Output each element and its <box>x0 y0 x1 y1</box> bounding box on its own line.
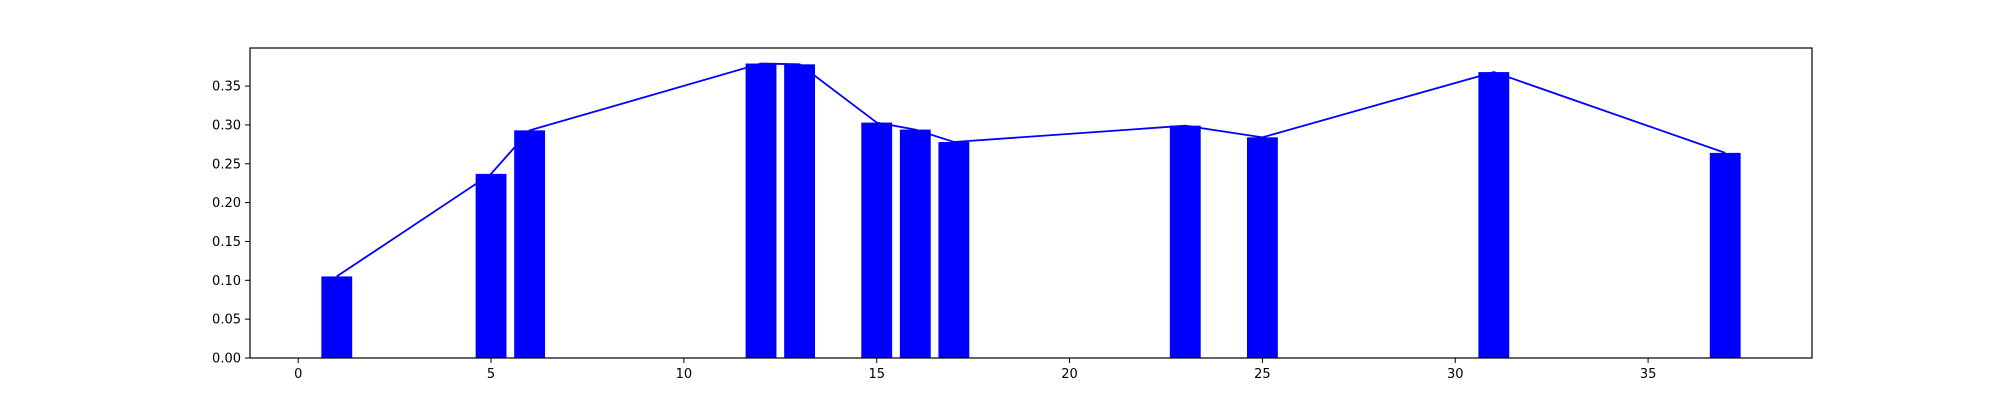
bar-23 <box>1169 125 1201 358</box>
y-tick-label: 0.10 <box>212 274 241 289</box>
bar-12 <box>745 63 777 358</box>
bar-6 <box>514 130 546 358</box>
x-tick-label: 35 <box>1640 367 1657 382</box>
x-tick-label: 5 <box>487 367 495 382</box>
y-tick-label: 0.35 <box>212 80 241 95</box>
x-tick-label: 25 <box>1254 367 1271 382</box>
plot-frame <box>249 47 1813 359</box>
bar-16 <box>899 129 931 358</box>
y-tick-label: 0.15 <box>212 235 241 250</box>
bar-17 <box>938 142 970 358</box>
bar-25 <box>1246 137 1278 358</box>
bar-15 <box>861 122 893 359</box>
bar-37 <box>1709 152 1741 358</box>
y-tick-label: 0.20 <box>212 196 241 211</box>
x-tick-label: 30 <box>1447 367 1464 382</box>
x-axis: 0 5 10 15 20 25 30 35 <box>294 358 1656 382</box>
x-tick-label: 20 <box>1061 367 1078 382</box>
bar-13 <box>784 64 816 358</box>
y-tick-label: 0.00 <box>212 352 241 367</box>
line-series-0 <box>336 62 1726 278</box>
bar-31 <box>1478 72 1510 359</box>
x-tick-label: 15 <box>868 367 885 382</box>
y-tick-label: 0.05 <box>212 313 241 328</box>
bar-1 <box>321 276 353 358</box>
y-tick-label: 0.30 <box>212 118 241 133</box>
bars-layer <box>321 63 1741 359</box>
bar-5 <box>475 173 507 358</box>
x-tick-label: 0 <box>294 367 302 382</box>
y-axis: 0.00 0.05 0.10 0.15 0.20 0.25 0.30 0.35 <box>212 80 250 367</box>
x-tick-label: 10 <box>676 367 693 382</box>
line-layer <box>336 62 1726 278</box>
y-tick-label: 0.25 <box>212 157 241 172</box>
